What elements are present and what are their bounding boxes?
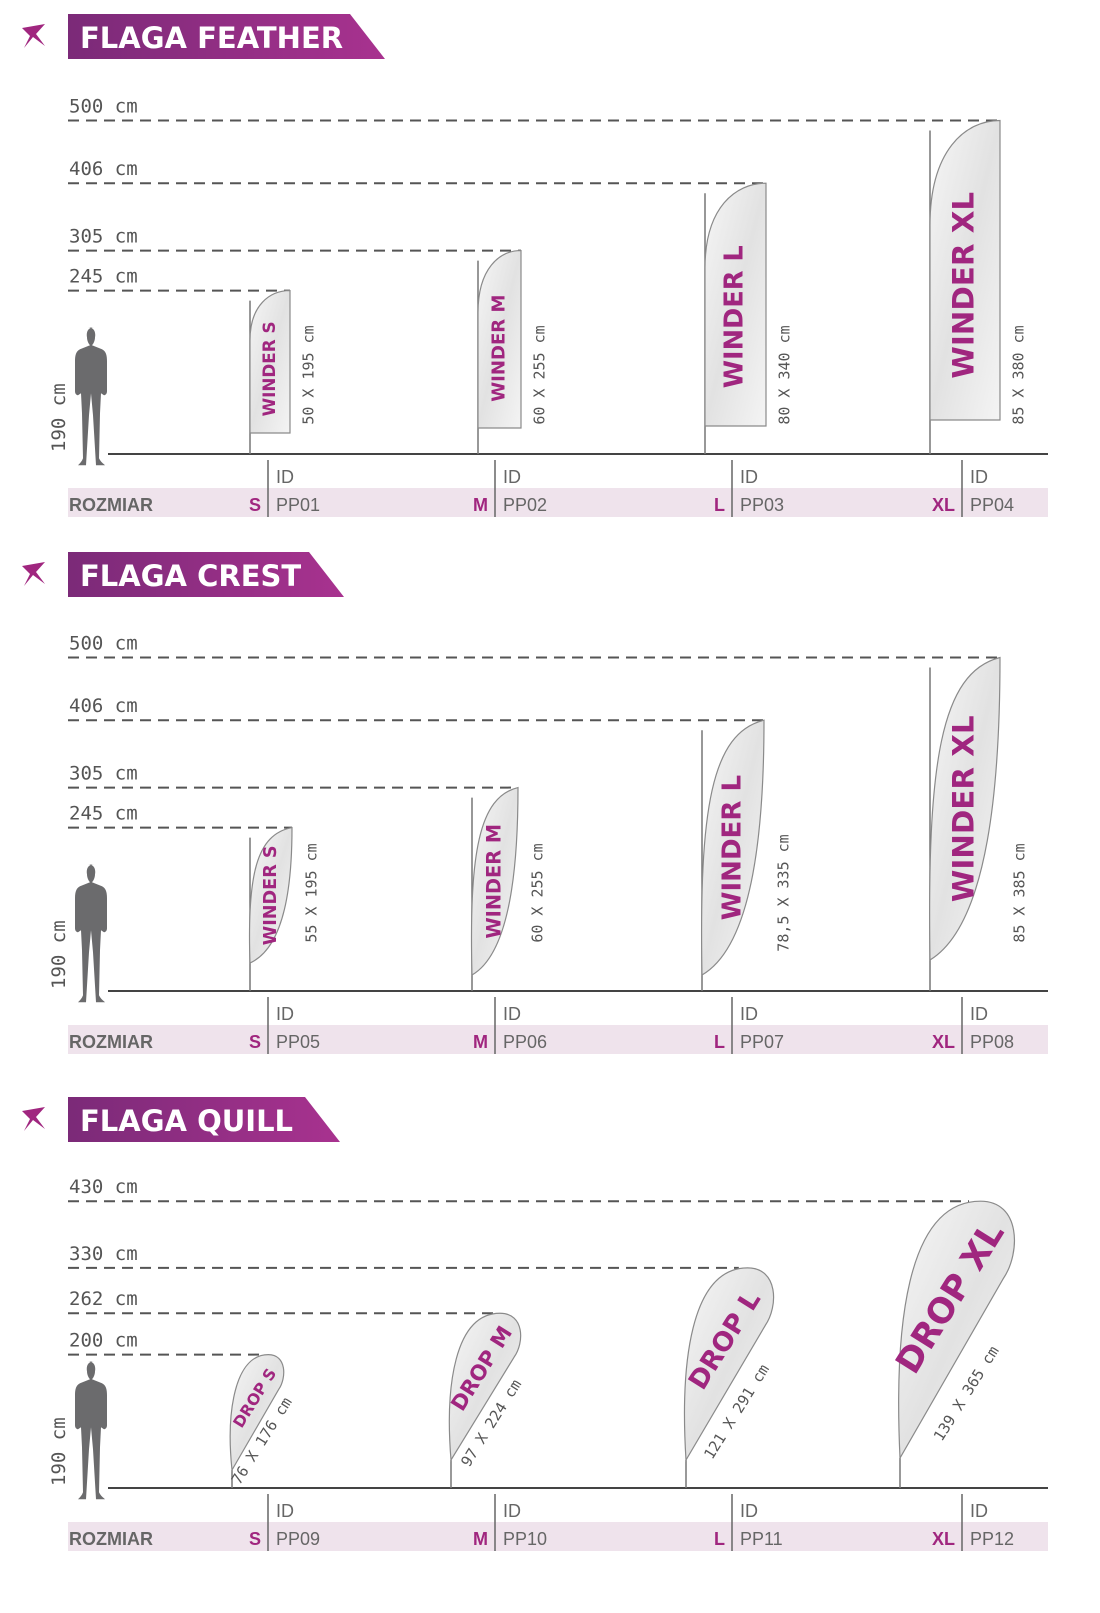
flag-brand-text: WINDER S: [261, 845, 281, 945]
flag-dimensions: 50 X 195 cm: [300, 325, 318, 424]
flag-banner-crest: [248, 826, 293, 964]
height-label: 430 cm: [69, 1176, 138, 1198]
id-header: ID: [276, 1501, 294, 1521]
id-header: ID: [970, 1501, 988, 1521]
id-header: ID: [970, 467, 988, 487]
section-title: FLAGA CREST: [80, 559, 301, 593]
product-id: PP06: [503, 1032, 547, 1052]
product-id: PP12: [970, 1529, 1014, 1549]
section-title: FLAGA QUILL: [80, 1104, 293, 1138]
size-code: S: [249, 1529, 261, 1549]
id-header: ID: [503, 1004, 521, 1024]
height-label: 245 cm: [69, 803, 138, 825]
flag-banner-feather: [704, 182, 767, 427]
height-label: 245 cm: [69, 266, 138, 288]
id-header: ID: [276, 1004, 294, 1024]
size-code: L: [714, 1529, 725, 1549]
size-code: XL: [932, 495, 955, 515]
brand-logo-icon: [22, 24, 45, 48]
size-code: L: [714, 1032, 725, 1052]
height-label: 200 cm: [69, 1330, 138, 1352]
flag-brand-text: WINDER M: [489, 295, 510, 402]
size-row-label: ROZMIAR: [69, 495, 153, 515]
product-id: PP05: [276, 1032, 320, 1052]
product-id: PP08: [970, 1032, 1014, 1052]
section-title: FLAGA FEATHER: [80, 21, 343, 55]
flag-dimensions: 60 X 255 cm: [529, 843, 547, 942]
size-code: S: [249, 1032, 261, 1052]
size-code: XL: [932, 1529, 955, 1549]
id-header: ID: [740, 1501, 758, 1521]
person-height-label: 190 cm: [48, 383, 70, 452]
height-label: 262 cm: [69, 1288, 138, 1310]
flag-dimensions: 80 X 340 cm: [776, 325, 794, 424]
flag-dimensions: 85 X 380 cm: [1010, 325, 1028, 424]
size-code: M: [473, 1032, 488, 1052]
size-row-label: ROZMIAR: [69, 1529, 153, 1549]
flag-banner-feather: [249, 289, 291, 434]
flag-banner-quill: [683, 1267, 775, 1462]
flag-banner-quill: [898, 1200, 1016, 1461]
person-silhouette-icon: [75, 1361, 107, 1500]
flag-dimensions: 55 X 195 cm: [303, 843, 321, 942]
flag-banner-quill: [448, 1312, 522, 1462]
flag-brand-text: WINDER XL: [947, 715, 981, 902]
size-row-background: [68, 488, 1048, 517]
flag-banner-crest: [470, 786, 519, 977]
height-label: 305 cm: [69, 763, 138, 785]
id-header: ID: [503, 467, 521, 487]
brand-logo-icon: [22, 1107, 45, 1131]
size-row-background: [68, 1025, 1048, 1054]
product-id: PP02: [503, 495, 547, 515]
flag-brand-text: WINDER L: [720, 245, 750, 388]
flag-brand-text: WINDER XL: [947, 192, 981, 379]
flag-brand-text: WINDER L: [718, 775, 748, 920]
brand-logo-icon: [22, 562, 45, 586]
height-label: 406 cm: [69, 158, 138, 180]
flag-dimensions: 78,5 X 335 cm: [775, 834, 793, 951]
person-silhouette-icon: [75, 327, 107, 466]
flag-banner-feather: [929, 119, 1001, 421]
id-header: ID: [740, 467, 758, 487]
product-id: PP11: [740, 1529, 783, 1549]
flag-banner-crest: [701, 719, 765, 977]
size-code: S: [249, 495, 261, 515]
section-banner: [68, 1097, 340, 1142]
flag-banner-feather: [477, 249, 522, 429]
flag-banner-crest: [929, 656, 1001, 962]
product-id: PP07: [740, 1032, 784, 1052]
person-silhouette-icon: [75, 864, 107, 1003]
height-label: 330 cm: [69, 1243, 138, 1265]
product-id: PP04: [970, 495, 1014, 515]
flag-dimensions: 60 X 255 cm: [531, 325, 549, 424]
product-id: PP03: [740, 495, 784, 515]
flag-brand-text: WINDER M: [483, 824, 506, 939]
flag-dimensions: 85 X 385 cm: [1011, 843, 1029, 942]
id-header: ID: [503, 1501, 521, 1521]
product-id: PP01: [276, 495, 320, 515]
height-label: 406 cm: [69, 695, 138, 717]
person-height-label: 190 cm: [48, 920, 70, 989]
id-header: ID: [740, 1004, 758, 1024]
section-banner: [68, 14, 385, 59]
flag-brand-text: WINDER S: [259, 321, 279, 416]
flag-banner-quill: [229, 1353, 285, 1472]
section-banner: [68, 552, 344, 597]
person-height-label: 190 cm: [48, 1417, 70, 1486]
height-label: 305 cm: [69, 226, 138, 248]
product-id: PP09: [276, 1529, 320, 1549]
height-label: 500 cm: [69, 633, 138, 655]
size-code: L: [714, 495, 725, 515]
size-row-label: ROZMIAR: [69, 1032, 153, 1052]
product-id: PP10: [503, 1529, 547, 1549]
size-code: M: [473, 495, 488, 515]
id-header: ID: [276, 467, 294, 487]
size-code: XL: [932, 1032, 955, 1052]
size-code: M: [473, 1529, 488, 1549]
id-header: ID: [970, 1004, 988, 1024]
size-row-background: [68, 1522, 1048, 1551]
height-label: 500 cm: [69, 96, 138, 118]
